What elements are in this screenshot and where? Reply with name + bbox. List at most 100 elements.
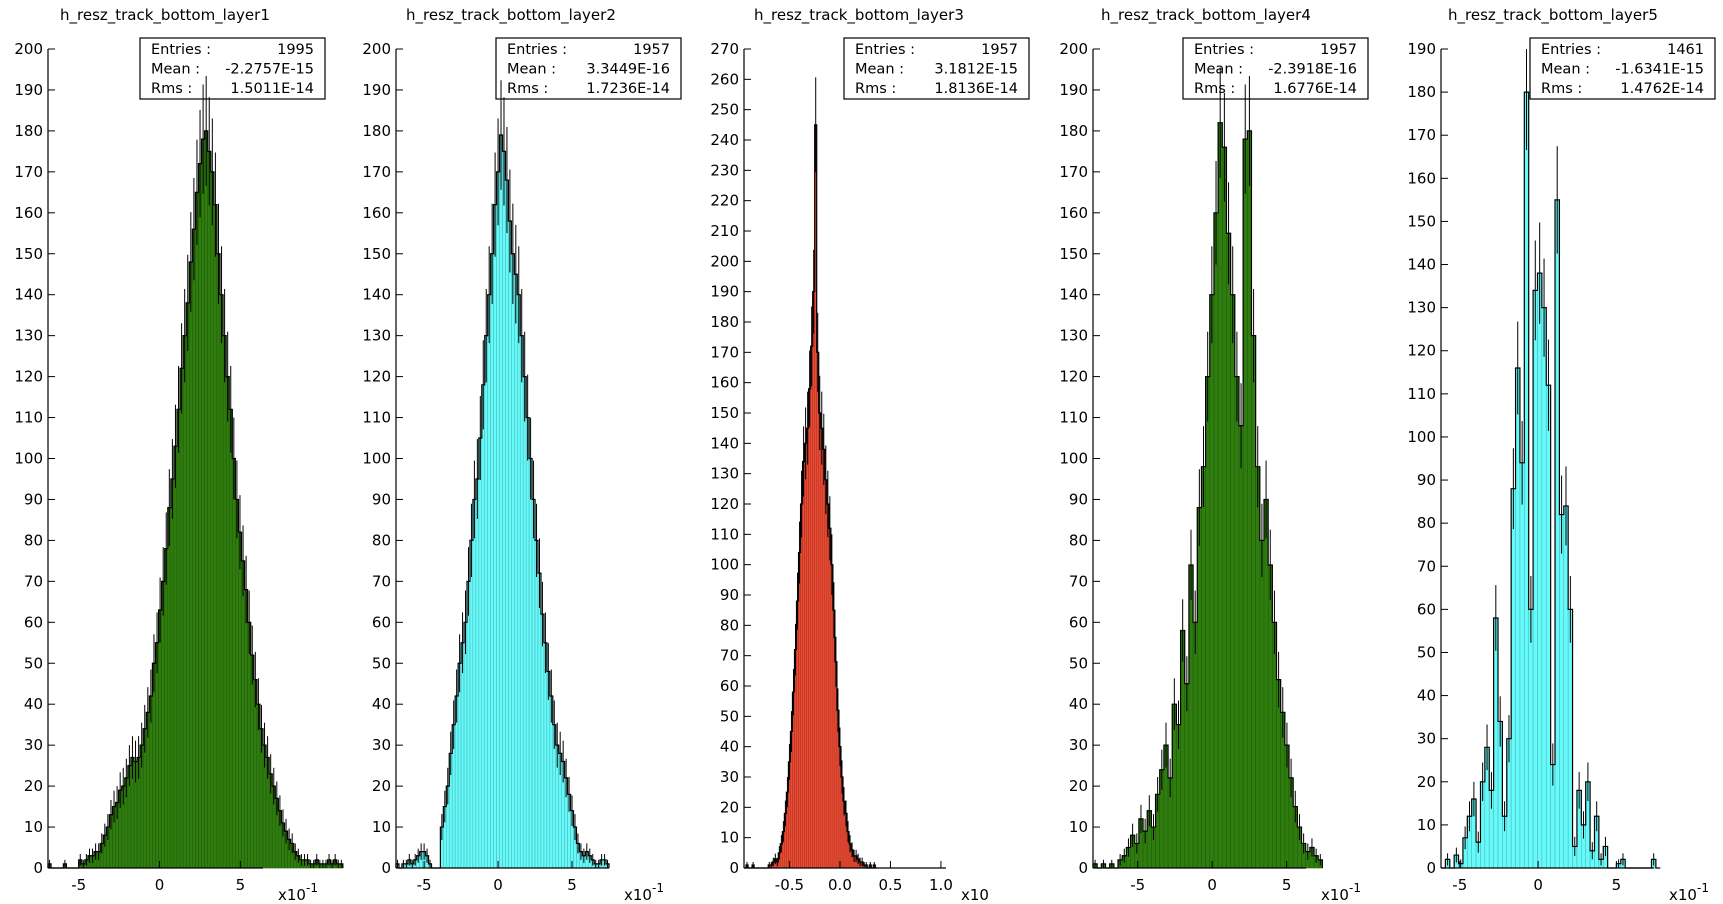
y-tick-label: 80	[372, 531, 391, 549]
y-tick-label: 40	[720, 738, 739, 756]
histogram-panel-1: h_resz_track_bottom_layer101020304050607…	[14, 6, 344, 904]
y-tick-label: 120	[14, 368, 43, 386]
y-tick-label: 180	[14, 122, 43, 140]
x-tick-label: 5	[567, 876, 577, 894]
histogram-bar	[253, 679, 258, 869]
y-tick-label: 170	[362, 163, 391, 181]
y-tick-label: 80	[1417, 514, 1436, 532]
x-scale-label: x10	[624, 886, 652, 904]
error-bars	[746, 77, 875, 868]
y-tick-label: 90	[372, 490, 391, 508]
histogram-bar	[800, 503, 803, 869]
error-bars	[1094, 67, 1321, 868]
stats-entries-label: Entries :	[1541, 42, 1601, 58]
y-tick-label: 20	[24, 777, 43, 795]
stats-mean-label: Mean :	[855, 62, 904, 78]
histogram-bar	[161, 581, 166, 869]
y-tick-label: 260	[710, 70, 739, 88]
y-tick-label: 160	[1059, 204, 1088, 222]
chart-title: h_resz_track_bottom_layer3	[754, 6, 964, 25]
histogram-bar	[250, 654, 255, 869]
histogram-bar	[176, 409, 181, 869]
y-tick-label: 110	[710, 525, 739, 543]
histogram-bar	[1493, 617, 1499, 869]
histogram-bar	[173, 445, 178, 869]
histogram-bar	[1201, 466, 1206, 869]
y-tick-label: 10	[1417, 816, 1436, 834]
histogram-bar	[219, 294, 224, 869]
histogram-bar	[824, 479, 828, 869]
histogram-bar	[167, 507, 172, 869]
histogram-bar	[1272, 621, 1277, 869]
stats-mean-label: Mean :	[1541, 62, 1590, 78]
y-tick-label: 0	[33, 859, 43, 877]
stats-box: Entries : 1957 Mean : 3.1812E-15 Rms : 1.8136…	[843, 37, 1030, 100]
y-tick-label: 50	[1069, 654, 1088, 672]
histogram-bar	[1519, 462, 1525, 869]
stats-mean-value: -2.3918E-16	[1268, 62, 1357, 78]
x-tick-label: -0.5	[775, 876, 804, 894]
histogram-bar	[1184, 683, 1190, 869]
histogram-bar	[1226, 232, 1231, 869]
y-tick-label: 270	[710, 40, 739, 58]
x-tick-label: 0.0	[828, 876, 852, 894]
histogram-bar	[1192, 621, 1198, 869]
y-tick-label: 120	[362, 368, 391, 386]
y-tick-label: 110	[362, 409, 391, 427]
y-tick-label: 50	[720, 707, 739, 725]
stats-rms-label: Rms :	[855, 81, 896, 97]
histogram-bar	[201, 138, 205, 869]
stats-mean-label: Mean :	[151, 62, 200, 78]
histogram-bar	[818, 412, 822, 869]
histogram-bar	[1537, 272, 1543, 869]
histogram-bar	[516, 294, 521, 869]
histogram-bar	[460, 642, 465, 869]
chart-title: h_resz_track_bottom_layer4	[1101, 6, 1311, 25]
histogram-bar	[519, 335, 524, 869]
histogram-bars	[395, 134, 610, 869]
y-tick-label: 140	[362, 286, 391, 304]
stats-rms-label: Rms :	[507, 81, 548, 97]
histogram-bar	[225, 376, 230, 869]
histogram-bar	[820, 427, 824, 869]
y-tick-label: 130	[710, 465, 739, 483]
histogram-bar	[522, 376, 527, 869]
y-tick-label: 0	[1078, 859, 1088, 877]
y-tick-label: 190	[1059, 81, 1088, 99]
stats-box: Entries : 1957 Mean : -2.3918E-16 Rms : 1.677…	[1182, 37, 1369, 100]
y-tick-label: 110	[1407, 385, 1436, 403]
y-tick-label: 20	[1069, 777, 1088, 795]
y-tick-label: 110	[1059, 409, 1088, 427]
stats-rms-label: Rms :	[151, 81, 192, 97]
y-tick-label: 150	[1407, 212, 1436, 230]
histogram-bar	[231, 458, 236, 869]
stats-entries-label: Entries :	[1194, 42, 1254, 58]
histogram-bar	[155, 642, 159, 869]
histogram-bar	[806, 427, 809, 869]
histogram-bar	[1205, 376, 1211, 869]
x-scale-exponent: -1	[1349, 881, 1361, 895]
y-tick-label: 140	[1407, 256, 1436, 274]
y-tick-label: 100	[1059, 450, 1088, 468]
histogram-bar	[1545, 384, 1551, 869]
histogram-bar	[528, 458, 533, 869]
y-tick-label: 40	[372, 695, 391, 713]
y-tick-label: 150	[362, 245, 391, 263]
stats-rms-value: 1.5011E-14	[230, 81, 314, 97]
y-tick-label: 230	[710, 161, 739, 179]
x-tick-label: 0	[155, 876, 165, 894]
y-tick-label: 150	[14, 245, 43, 263]
histogram-bar	[216, 253, 221, 869]
histogram-panel-3: h_resz_track_bottom_layer3 0 10 20 30 40 50 60 7…	[710, 6, 1030, 904]
histogram-panel-4: h_resz_track_bottom_layer401020304050607…	[1059, 6, 1369, 904]
histogram-bar	[1221, 146, 1227, 869]
histogram-bar	[204, 130, 209, 869]
y-tick-label: 100	[1407, 428, 1436, 446]
y-tick-label: 190	[1407, 40, 1436, 58]
stats-mean-value: 3.1812E-15	[934, 62, 1018, 78]
histogram-bar	[179, 368, 184, 869]
histogram-bar	[195, 192, 199, 869]
histogram-bar	[1524, 91, 1530, 869]
histogram-bar	[1251, 335, 1256, 869]
chart-title: h_resz_track_bottom_layer1	[60, 6, 270, 25]
